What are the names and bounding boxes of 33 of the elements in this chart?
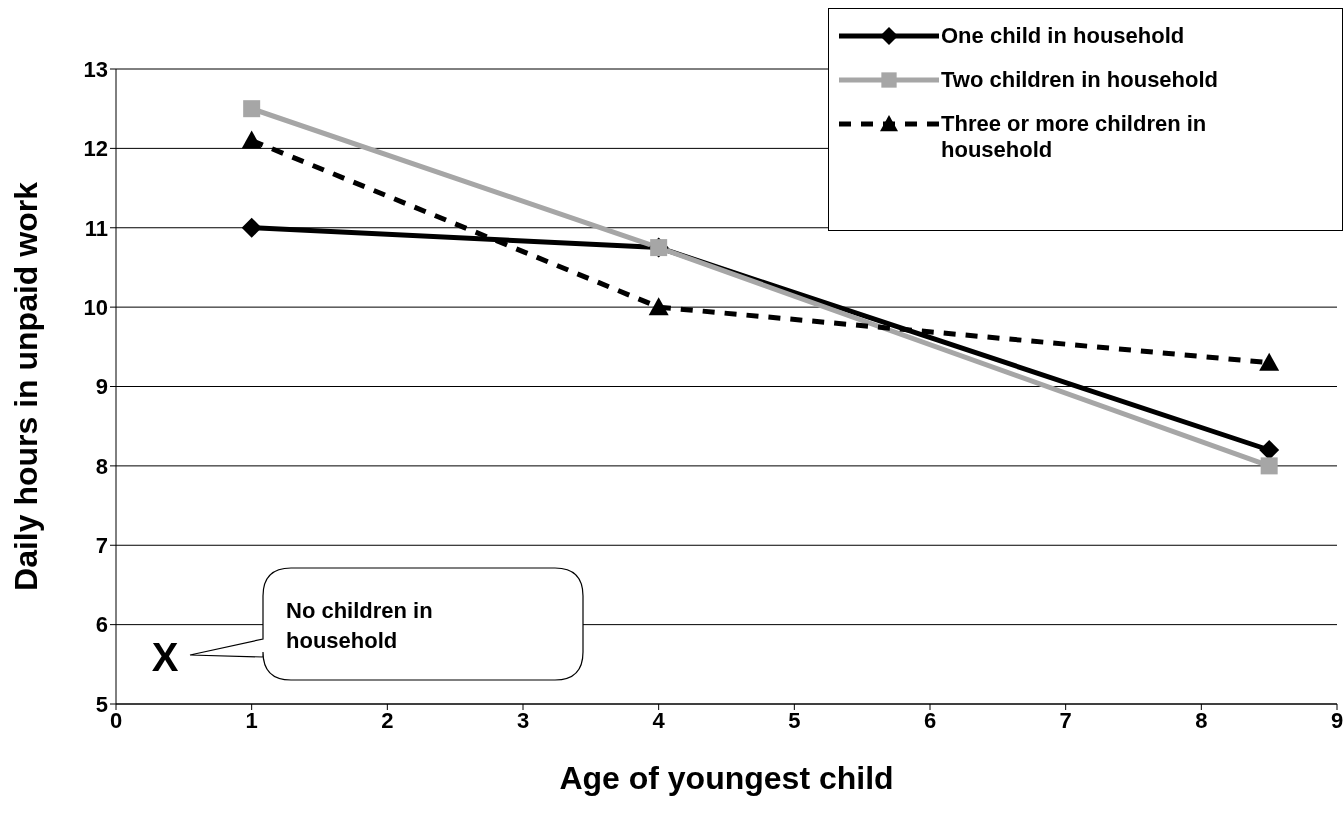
y-tick-label: 10 xyxy=(83,294,108,320)
y-axis-title: Daily hours in unpaid work xyxy=(8,181,45,591)
point xyxy=(648,297,669,316)
point xyxy=(1259,352,1280,371)
point xyxy=(1259,440,1280,460)
y-tick-label: 7 xyxy=(95,533,108,559)
x-tick-label: 4 xyxy=(652,707,666,733)
annotation: X xyxy=(151,635,179,679)
legend-label: One child in household xyxy=(941,23,1186,49)
y-tick-label: 11 xyxy=(84,215,108,241)
y-tick-label: 12 xyxy=(83,136,108,162)
point xyxy=(241,217,262,238)
legend-label: Three or more children in household xyxy=(941,111,1208,163)
y-tick-label: 9 xyxy=(95,374,108,400)
legend-label: Two children in household xyxy=(941,67,1220,93)
x-tick-label: 0 xyxy=(109,707,123,733)
x-tick-label: 9 xyxy=(1330,707,1343,733)
x-tick-label: 5 xyxy=(788,707,801,733)
point xyxy=(241,130,262,149)
x-tick-label: 7 xyxy=(1059,707,1072,733)
y-tick-label: 8 xyxy=(95,453,108,479)
x-axis-title: Age of youngest child xyxy=(559,760,894,796)
y-tick-label: 5 xyxy=(95,691,108,717)
x-tick-label: 3 xyxy=(516,707,530,733)
y-tick-label: 13 xyxy=(83,56,108,82)
x-tick-label: 6 xyxy=(923,707,937,733)
annotation: No children in household xyxy=(286,598,433,653)
x-tick-label: 1 xyxy=(245,707,258,733)
point xyxy=(243,100,261,118)
x-tick-label: 8 xyxy=(1195,707,1208,733)
point xyxy=(1260,457,1278,475)
x-tick-label: 2 xyxy=(381,707,394,733)
y-tick-label: 6 xyxy=(95,612,108,638)
